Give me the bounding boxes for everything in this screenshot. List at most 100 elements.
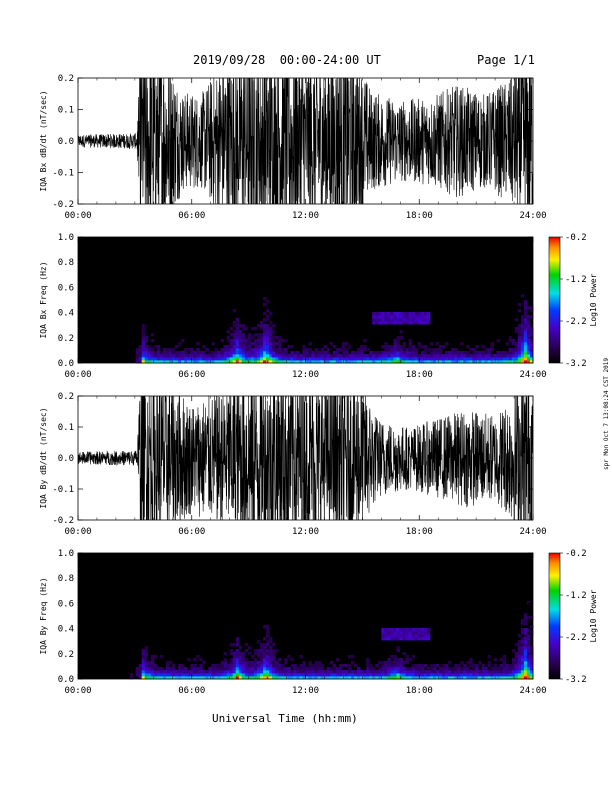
spectrogram-cell <box>360 673 364 677</box>
spectrogram-cell <box>420 673 425 677</box>
spectrogram-cell <box>308 342 312 346</box>
spectrogram-cell <box>247 664 252 668</box>
spectrogram-cell <box>508 354 513 358</box>
spectrogram-cell <box>175 357 179 361</box>
spectrogram-cell <box>517 324 522 328</box>
spectrogram-cell <box>156 673 161 677</box>
spectrogram-cell <box>508 339 513 343</box>
spectrogram-cell <box>272 652 276 656</box>
spectrogram-cell <box>320 348 325 352</box>
spectrogram-cell <box>165 351 170 355</box>
spectrogram-cell <box>511 342 516 346</box>
spectrogram-cell <box>490 670 494 674</box>
spectrogram-cell <box>438 676 443 680</box>
spectrogram-cell <box>463 351 467 355</box>
spectrogram-cell <box>269 330 273 334</box>
spectrogram-cell <box>445 357 449 361</box>
spectrogram-cell <box>147 345 152 349</box>
spectrogram-cell <box>144 336 149 340</box>
spectrogram-cell <box>414 357 419 361</box>
spectrogram-cell <box>517 652 522 656</box>
spectrogram-cell <box>402 667 406 671</box>
spectrogram-cell <box>369 667 373 671</box>
spectrogram-cell <box>529 339 534 343</box>
spectrogram-cell <box>438 360 443 364</box>
spectrogram-cell <box>463 354 467 358</box>
spectrogram-cell <box>141 655 146 659</box>
spectrogram-cell <box>156 676 161 680</box>
spectrogram-cell <box>153 655 158 659</box>
spectrogram-cell <box>417 321 422 325</box>
spectrogram-cell <box>526 634 531 638</box>
spectrogram-cell <box>520 631 525 635</box>
spectrogram-cell <box>411 348 416 352</box>
x-tick-label: 00:00 <box>64 211 91 221</box>
spectrogram-cell <box>414 351 419 355</box>
spectrogram-cell <box>426 667 431 671</box>
spectrogram-cell <box>423 634 428 638</box>
spectrogram-cell <box>366 354 370 358</box>
spectrogram-cell <box>311 667 315 671</box>
spectrogram-cell <box>217 351 221 355</box>
spectrogram-cell <box>284 667 288 671</box>
spectrogram-cell <box>172 676 176 680</box>
spectrogram-cell <box>190 664 194 668</box>
spectrogram-cell <box>220 676 224 680</box>
spectrogram-cell <box>269 339 273 343</box>
x-tick-label: 24:00 <box>519 527 546 537</box>
spectrogram-cell <box>420 312 425 316</box>
spectrogram-cell <box>235 321 240 325</box>
spectrogram-cell <box>184 348 188 352</box>
spectrogram-cell <box>484 348 488 352</box>
spectrogram-cell <box>496 670 501 674</box>
spectrogram-cell <box>499 357 504 361</box>
spectrogram-cell <box>305 354 309 358</box>
spectrogram-cell <box>150 354 155 358</box>
spectrogram-cell <box>526 330 531 334</box>
spectrogram-cell <box>235 667 240 671</box>
spectrogram-cell <box>481 357 485 361</box>
x-tick-label: 12:00 <box>292 211 319 221</box>
spectrogram-cell <box>238 348 243 352</box>
spectrogram-cell <box>284 676 288 680</box>
spectrogram-cell <box>393 318 397 322</box>
spectrogram-cell <box>511 673 516 677</box>
spectrogram-cell <box>263 676 267 680</box>
spectrogram-cell <box>223 354 228 358</box>
spectrogram-cell <box>147 670 152 674</box>
spectrogram-cell <box>263 342 267 346</box>
spectrogram-cell <box>369 357 373 361</box>
spectrogram-cell <box>390 628 394 632</box>
spectrogram-cell <box>223 351 228 355</box>
spectrogram-cell <box>526 643 531 647</box>
spectrogram-cell <box>141 658 146 662</box>
spectrogram-cell <box>272 342 276 346</box>
spectrogram-cell <box>414 637 419 641</box>
spectrogram-cell <box>269 351 273 355</box>
spectrogram-cell <box>523 649 528 653</box>
spectrogram-cell <box>502 661 507 665</box>
spectrogram-cell <box>347 655 352 659</box>
spectrogram-cell <box>502 667 507 671</box>
spectrogram-cell <box>156 351 161 355</box>
spectrogram-cell <box>260 670 264 674</box>
spectrogram-cell <box>244 327 249 331</box>
spectrogram-cell <box>526 321 531 325</box>
spectrogram-cell <box>405 354 410 358</box>
spectrogram-cell <box>150 348 155 352</box>
spectrogram-cell <box>517 339 522 343</box>
spectrogram-cell <box>372 351 376 355</box>
spectrogram-cell <box>390 354 394 358</box>
spectrogram-cell <box>526 616 531 620</box>
y-tick-label: 0.2 <box>58 392 74 402</box>
spectrogram-cell <box>272 670 276 674</box>
spectrogram-cell <box>399 667 403 671</box>
spectrogram-cell <box>393 351 397 355</box>
spectrogram-cell <box>293 676 297 680</box>
spectrogram-cell <box>423 354 428 358</box>
spectrogram-cell <box>329 676 334 680</box>
spectrogram-cell <box>344 360 349 364</box>
spectrogram-cell <box>281 357 285 361</box>
spectrogram-cell <box>347 667 352 671</box>
spectrogram-cell <box>156 670 161 674</box>
